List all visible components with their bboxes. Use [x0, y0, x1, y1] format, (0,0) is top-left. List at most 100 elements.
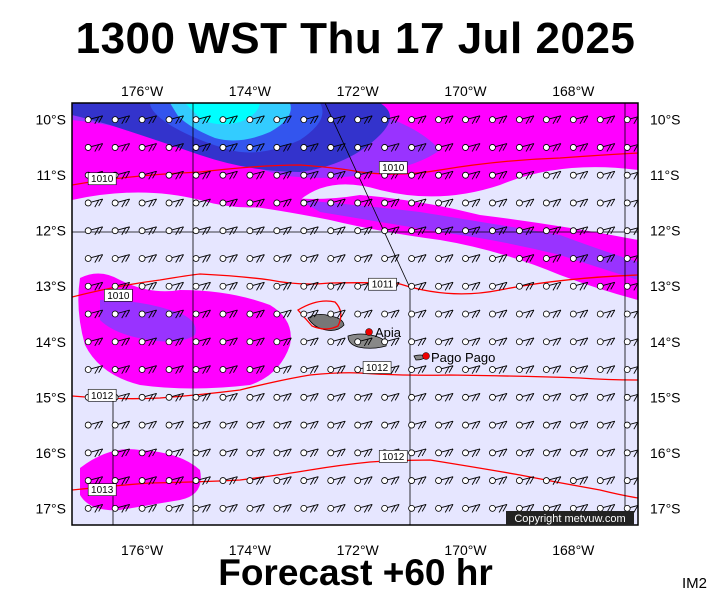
wind-barb — [165, 392, 184, 402]
wind-barb — [516, 420, 535, 430]
wind-barb — [596, 337, 616, 347]
wind-barb — [273, 143, 292, 152]
svg-text:1013: 1013 — [91, 485, 114, 496]
svg-text:1010: 1010 — [382, 163, 405, 174]
wind-barb — [354, 337, 373, 347]
wind-barb — [354, 309, 373, 319]
lat-tick-label-right: 15°S — [650, 389, 681, 405]
wind-barb — [273, 254, 292, 263]
wind-barb — [246, 170, 265, 180]
wind-barb — [327, 143, 346, 152]
wind-barb — [327, 337, 346, 347]
wind-barb — [111, 198, 131, 208]
wind-barb — [219, 420, 238, 430]
wind-barb — [300, 254, 319, 263]
axis-tick-labels: 176°W 176°W 174°W 174°W 172°W 172°W 170°W 170°W… — [35, 83, 680, 558]
wind-barb — [489, 170, 508, 180]
wind-barb — [489, 143, 508, 152]
wind-barb — [354, 170, 373, 180]
wind-barb — [192, 226, 211, 236]
wind-barb — [516, 281, 535, 291]
wind-barb — [596, 115, 616, 125]
wind-barb — [327, 420, 346, 430]
wind-barb — [327, 198, 346, 208]
wind-barb — [138, 504, 157, 513]
wind-barb — [516, 337, 535, 347]
lon-tick-label-top: 176°W — [121, 83, 164, 99]
wind-barb — [462, 309, 481, 319]
wind-barb — [300, 392, 319, 402]
wind-barb — [273, 476, 292, 485]
city-label-pago-pago: Pago Pago — [431, 350, 495, 365]
wind-barb — [165, 420, 184, 430]
wind-barb — [354, 392, 373, 402]
wind-barb — [192, 365, 211, 374]
wind-barb — [569, 476, 589, 485]
wind-barb — [246, 226, 265, 236]
wind-barb — [273, 420, 292, 430]
wind-barb — [596, 198, 616, 208]
wind-barb — [623, 366, 638, 374]
wind-barb — [84, 504, 104, 513]
lon-tick-label-bottom: 172°W — [337, 542, 380, 558]
lat-tick-label-left: 10°S — [35, 112, 66, 128]
isobar-label: 1011 — [368, 277, 397, 291]
wind-barb — [435, 309, 454, 319]
wind-barb — [542, 420, 562, 430]
wind-barb — [273, 115, 292, 125]
wind-barb — [138, 281, 157, 291]
wind-barb — [192, 170, 211, 180]
wind-barb — [354, 198, 373, 208]
wind-barb — [623, 116, 638, 125]
wind-barb — [165, 254, 184, 263]
wind-barb — [165, 504, 184, 513]
wind-barb — [138, 365, 157, 374]
wind-barb — [381, 337, 400, 347]
wind-barb — [489, 448, 508, 458]
wind-barb — [569, 365, 589, 374]
wind-barb — [435, 476, 454, 485]
isobar-labels: 1010 1010 1010 1011 1012 1012 1012 1013 — [87, 161, 408, 496]
wind-barb — [462, 281, 481, 291]
wind-barb — [111, 226, 131, 236]
wind-barb — [300, 448, 319, 458]
wind-barb — [462, 476, 481, 485]
wind-barb — [623, 255, 638, 263]
wind-barb — [84, 143, 104, 152]
wind-barb — [327, 226, 346, 236]
wind-barb — [246, 115, 265, 125]
wind-barb — [462, 226, 481, 236]
wind-barb — [273, 198, 292, 208]
wind-barb — [408, 365, 427, 374]
wind-barb — [381, 504, 400, 513]
map-frame — [71, 102, 639, 526]
wind-barb — [542, 254, 562, 263]
wind-barb — [489, 198, 508, 208]
wind-barb — [138, 476, 157, 485]
wind-barb — [381, 420, 400, 430]
wind-barb — [408, 392, 427, 402]
wind-barb — [435, 254, 454, 263]
wind-barb — [354, 476, 373, 485]
wind-barb — [300, 365, 319, 374]
wind-barb — [542, 281, 562, 291]
wind-barb — [84, 309, 104, 319]
wind-barb — [192, 254, 211, 263]
wind-barb — [84, 337, 104, 347]
wind-barb — [219, 198, 238, 208]
wind-barb — [516, 309, 535, 319]
wind-barb — [192, 115, 211, 125]
wind-barb — [354, 254, 373, 263]
wind-barb — [381, 143, 400, 152]
wind-barb — [381, 115, 400, 125]
wind-barb — [327, 281, 346, 291]
wind-barb — [246, 420, 265, 430]
wind-barb — [192, 392, 211, 402]
wind-barb — [327, 309, 346, 319]
wind-barb — [111, 115, 131, 125]
wind-barb — [192, 143, 211, 152]
wind-barb — [462, 115, 481, 125]
wind-barb — [596, 254, 616, 263]
wind-barb — [111, 337, 131, 347]
wind-barb — [408, 448, 427, 458]
